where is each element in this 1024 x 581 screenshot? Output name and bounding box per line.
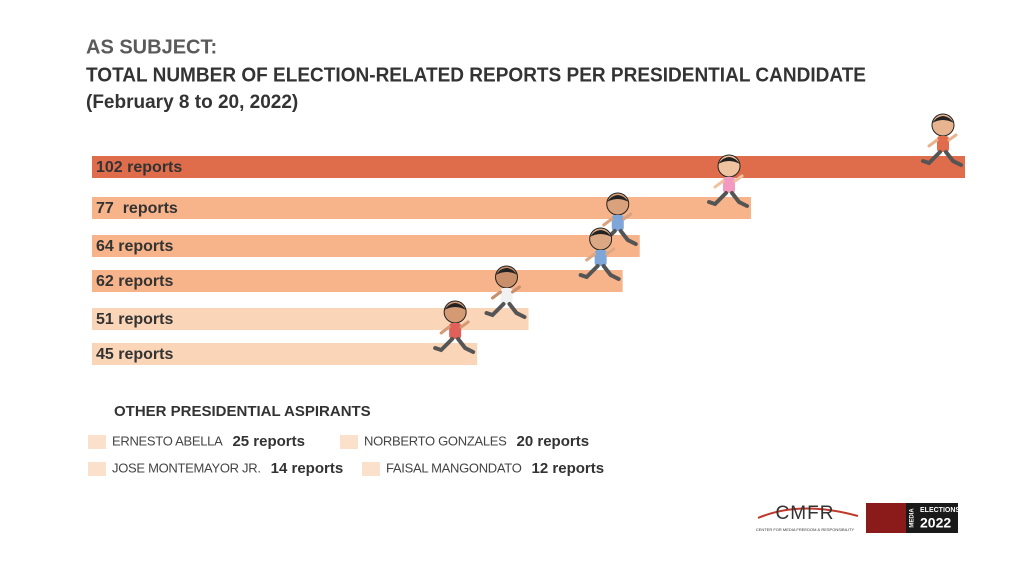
other-swatch [362,462,380,476]
bar [92,235,640,257]
runner-body [449,323,462,339]
bar [92,308,529,330]
runner [578,227,621,281]
other-value: 14 reports [271,460,344,477]
other-value: 25 reports [232,433,305,450]
date-range: (February 8 to 20, 2022) [86,92,298,113]
runner-hair [444,303,467,310]
runner [484,265,527,319]
runner-legs [921,150,963,167]
bar-label: 51 reports [96,311,173,328]
other-name: ERNESTO ABELLA [112,433,223,448]
bar-label: 64 reports [96,238,173,255]
runner-body [500,288,513,304]
cmfr-logo: CMFR CENTER FOR MEDIA FREEDOM & RESPONSI… [756,503,859,532]
bar [92,343,478,365]
runner-arms [491,285,521,300]
other-name: FAISAL MANGONDATO [386,460,522,475]
bar [92,197,752,219]
runner-hair [589,230,612,237]
bar-label: 45 reports [96,346,173,363]
runner-arms [927,133,958,148]
other-swatch [88,435,106,449]
runner [921,113,963,167]
runner-legs [484,302,527,319]
runner-arms [585,247,616,262]
runner-body [723,177,736,193]
bar [92,270,623,292]
runner-legs [433,337,476,354]
runner-legs [578,264,621,281]
runner-hair [932,116,954,123]
runner [707,154,750,208]
runner-hair [718,157,741,164]
bar-label: 77 reports [96,200,178,217]
runner-arms [439,320,470,335]
runner-body [937,136,949,152]
runner-arms [602,212,633,227]
runner-legs [707,191,750,208]
bar [92,156,965,178]
logo-red [866,503,906,533]
bar-label: 62 reports [96,273,173,290]
cmfr-sub: CENTER FOR MEDIA FREEDOM & RESPONSIBILIT… [756,527,855,532]
runner-hair [495,268,518,275]
elections-text: ELECTIONS [920,507,960,514]
cmfr-text: CMFR [776,503,835,524]
other-name: NORBERTO GONZALES [364,433,507,448]
logo-swoosh [757,507,859,519]
other-value: 12 reports [532,460,605,477]
elections-logo: MEDIA ELECTIONS 2022 [866,503,960,533]
subtitle: TOTAL NUMBER OF ELECTION-RELATED REPORTS… [86,64,866,86]
other-swatch [340,435,358,449]
title: AS SUBJECT: [86,36,217,58]
runner-body [611,215,624,231]
year-text: 2022 [920,515,951,531]
runner-arms [713,174,744,189]
other-value: 20 reports [517,433,590,450]
other-name: JOSE MONTEMAYOR JR. [112,460,261,475]
runner-hair [606,195,629,202]
runner-body [594,250,607,266]
runner [433,300,476,354]
bar-label: 102 reports [96,159,182,176]
other-swatch [88,462,106,476]
others-title: OTHER PRESIDENTIAL ASPIRANTS [114,403,371,420]
media-text: MEDIA [910,508,916,528]
